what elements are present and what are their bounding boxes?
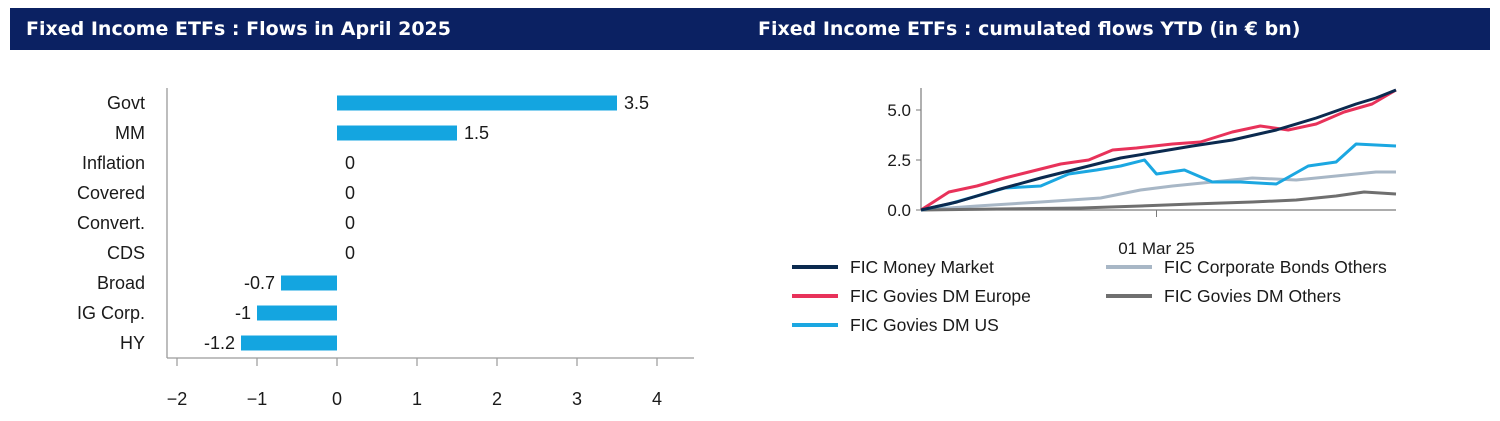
line-chart-cumulated-flows: 0.0 2.5 5.0 01 Mar 25 [887,88,1397,258]
legend-label-fic-money-market: FIC Money Market [850,257,994,277]
category-label-covered: Covered [77,183,145,203]
bar-chart-flows-april: Govt 3.5 MM 1.5 Inflation 0 Covered 0 Convert. 0 C… [77,88,694,409]
x-tick-label: 01 Mar 25 [1118,239,1195,258]
y-tick-label: 0.0 [887,201,911,220]
panel-title-flows-april: Fixed Income ETFs : Flows in April 2025 [10,8,758,50]
bar-mm [337,125,457,141]
x-tick-label: 0 [332,389,342,409]
value-label-mm: 1.5 [464,123,489,143]
x-tick-label: −1 [247,389,268,409]
series-line-fic-corporate-bonds-others [920,170,1396,212]
value-label-cds: 0 [345,243,355,263]
bar-ig-corp [257,305,337,321]
category-label-cds: CDS [107,243,145,263]
category-label-govt: Govt [107,93,145,113]
legend-label-fic-govies-dm-europe: FIC Govies DM Europe [850,286,1031,306]
x-tick-label: 4 [652,389,662,409]
category-label-ig-corp: IG Corp. [77,303,145,323]
line-chart-legend: FIC Money Market FIC Govies DM Europe FIC … [792,257,1387,335]
value-label-inflation: 0 [345,153,355,173]
value-label-convert: 0 [345,213,355,233]
x-tick-label: −2 [167,389,188,409]
bar-hy [241,335,337,351]
bar-broad [281,275,337,291]
value-label-covered: 0 [345,183,355,203]
category-label-hy: HY [120,333,145,353]
legend-label-fic-govies-dm-others: FIC Govies DM Others [1164,286,1341,306]
series-line-fic-govies-dm-others [920,190,1397,212]
x-tick-label: 1 [412,389,422,409]
value-label-hy: -1.2 [204,333,235,353]
x-tick-label: 2 [492,389,502,409]
value-label-ig-corp: -1 [235,303,251,323]
series-line-fic-money-market [920,88,1397,212]
category-label-broad: Broad [97,273,145,293]
series-line-fic-govies-dm-europe [920,88,1397,212]
y-tick-label: 5.0 [887,101,911,120]
category-label-convert: Convert. [77,213,145,233]
bar-govt [337,95,617,111]
panel-title-cumulated-flows: Fixed Income ETFs : cumulated flows YTD … [742,8,1490,50]
category-label-inflation: Inflation [82,153,145,173]
legend-label-fic-govies-dm-us: FIC Govies DM US [850,315,999,335]
x-tick-label: 3 [572,389,582,409]
value-label-broad: -0.7 [244,273,275,293]
category-label-mm: MM [115,123,145,143]
value-label-govt: 3.5 [624,93,649,113]
y-tick-label: 2.5 [887,151,911,170]
legend-label-fic-corporate-bonds-others: FIC Corporate Bonds Others [1164,257,1387,277]
